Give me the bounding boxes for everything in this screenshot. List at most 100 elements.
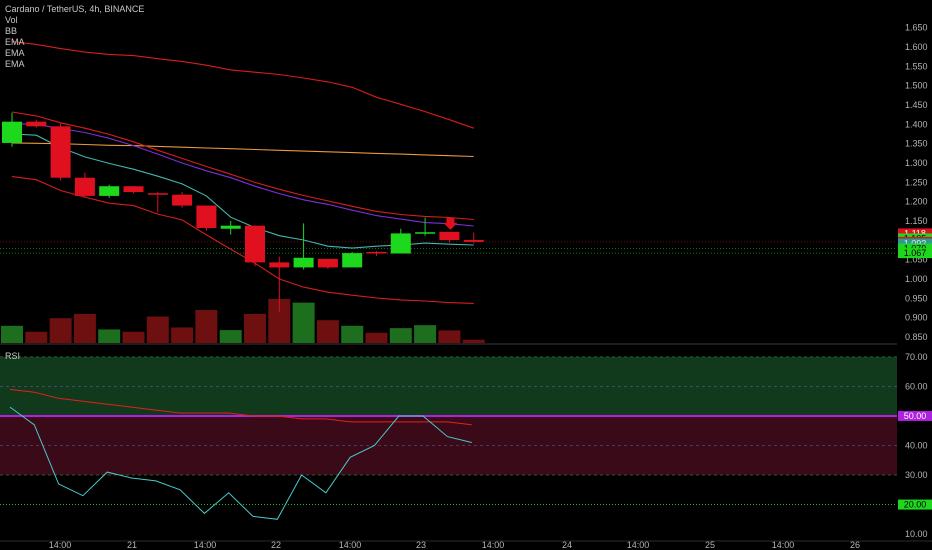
price-tag-label: 1.118 (904, 228, 926, 238)
rsi-line (9, 406, 472, 520)
ema-purple-line (11, 123, 474, 227)
time-axis-tick: 14:00 (194, 540, 217, 550)
price-tag-label: 1.092 (904, 238, 927, 248)
indicator-label-ema[interactable]: EMA (5, 48, 25, 58)
indicator-label-vol[interactable]: Vol (5, 15, 18, 25)
candle-body[interactable] (2, 121, 22, 143)
rsi-tag (898, 499, 932, 510)
ema-red-line (11, 111, 474, 221)
bb-upper-line (11, 41, 474, 129)
rsi-tag-label: 50.00 (904, 411, 927, 421)
candle-body[interactable] (99, 186, 120, 196)
chart-header: Cardano / TetherUS, 4h, BINANCE Vol BB E… (5, 4, 144, 70)
volume-bar (316, 320, 339, 343)
price-axis-tick: 1.200 (905, 197, 928, 207)
candle-body[interactable] (123, 186, 144, 193)
price-tag (898, 228, 932, 239)
price-axis-tick: 0.900 (905, 313, 928, 323)
price-axis-tick: 1.600 (905, 42, 928, 52)
price-axis-tick: 1.550 (905, 61, 928, 71)
candle-body[interactable] (26, 121, 47, 127)
volume-bar (244, 313, 266, 343)
time-axis-tick: 14:00 (482, 540, 505, 550)
volume-bar (389, 328, 412, 343)
volume-bar (171, 327, 194, 343)
price-axis-tick: 1.350 (905, 139, 928, 149)
price-axis-tick: 1.150 (905, 216, 928, 226)
time-axis-tick: 21 (127, 540, 137, 550)
bb-lower-line (11, 176, 474, 304)
volume-bar (341, 325, 364, 343)
rsi-axis-tick: 60.00 (905, 381, 928, 391)
price-axis-tick: 1.500 (905, 81, 928, 91)
candle-body[interactable] (74, 177, 95, 196)
candle-body[interactable] (390, 233, 411, 254)
price-axis-tick: 1.300 (905, 158, 928, 168)
rsi-tag (898, 410, 932, 421)
candle-body[interactable] (220, 225, 241, 229)
price-tag (898, 238, 932, 249)
indicator-label-ema[interactable]: EMA (5, 37, 25, 47)
volume-bar (219, 330, 242, 343)
volume-bar (268, 299, 291, 343)
volume-bar (146, 316, 169, 343)
candle-body[interactable] (172, 194, 193, 206)
rsi-axis-tick: 70.00 (905, 352, 928, 362)
volume-bar (49, 318, 72, 343)
candle-body[interactable] (245, 225, 265, 263)
price-axis-tick: 0.950 (905, 293, 928, 303)
price-axis-tick: 1.250 (905, 177, 928, 187)
time-axis-tick: 14:00 (49, 540, 72, 550)
time-axis-tick: 14:00 (627, 540, 650, 550)
volume-bar (462, 339, 485, 343)
time-axis-tick: 14:00 (772, 540, 795, 550)
rsi-axis-tick: 10.00 (905, 529, 928, 539)
candle-body[interactable] (342, 253, 363, 268)
indicator-label-bb[interactable]: BB (5, 26, 18, 36)
rsi-tag-label: 20.00 (904, 500, 927, 510)
candle-body[interactable] (463, 239, 484, 242)
rsi-overbought-zone (0, 356, 897, 416)
volume-bar (122, 331, 145, 343)
time-axis-tick: 23 (416, 540, 426, 550)
candle-body[interactable] (317, 258, 338, 268)
price-axis-tick: 1.400 (905, 119, 928, 129)
time-axis-tick: 26 (850, 540, 860, 550)
rsi-axis-tick: 40.00 (905, 441, 928, 451)
candle-body[interactable] (439, 231, 460, 240)
candle-body[interactable] (415, 232, 436, 234)
candle-body[interactable] (147, 193, 168, 195)
candle-body[interactable] (269, 262, 290, 268)
symbol-title[interactable]: Cardano / TetherUS, 4h, BINANCE (5, 4, 145, 14)
volume-bar (73, 313, 96, 343)
signal-arrow-down-icon (443, 217, 458, 230)
price-tag-label: 1.067 (904, 248, 927, 258)
rsi-axis-tick: 30.00 (905, 470, 928, 480)
volume-bar (1, 325, 23, 343)
rsi-pane-title[interactable]: RSI (5, 351, 21, 361)
price-axis-tick: 1.000 (905, 274, 928, 284)
price-axis-tick: 0.850 (905, 332, 928, 342)
candle-body[interactable] (50, 126, 71, 178)
time-axis-tick: 24 (562, 540, 572, 550)
volume-bar (292, 302, 315, 343)
ema-orange-line (11, 142, 474, 158)
candle-body[interactable] (293, 257, 314, 268)
rsi-oversold-zone (0, 415, 897, 476)
time-axis-tick: 22 (271, 540, 281, 550)
price-tag (898, 248, 932, 259)
volume-bar (25, 331, 48, 343)
volume-bar (438, 330, 461, 343)
volume-bar (365, 332, 388, 343)
price-axis-tick: 1.650 (905, 23, 928, 33)
volume-bar (195, 309, 218, 343)
indicator-label-ema[interactable]: EMA (5, 59, 25, 69)
candle-body[interactable] (196, 205, 217, 228)
price-axis-tick: 1.050 (905, 255, 928, 265)
volume-bar (98, 329, 121, 343)
time-axis-tick: 14:00 (339, 540, 362, 550)
candle-body[interactable] (366, 251, 387, 254)
price-axis-tick: 1.450 (905, 100, 928, 110)
time-axis-tick: 25 (705, 540, 715, 550)
